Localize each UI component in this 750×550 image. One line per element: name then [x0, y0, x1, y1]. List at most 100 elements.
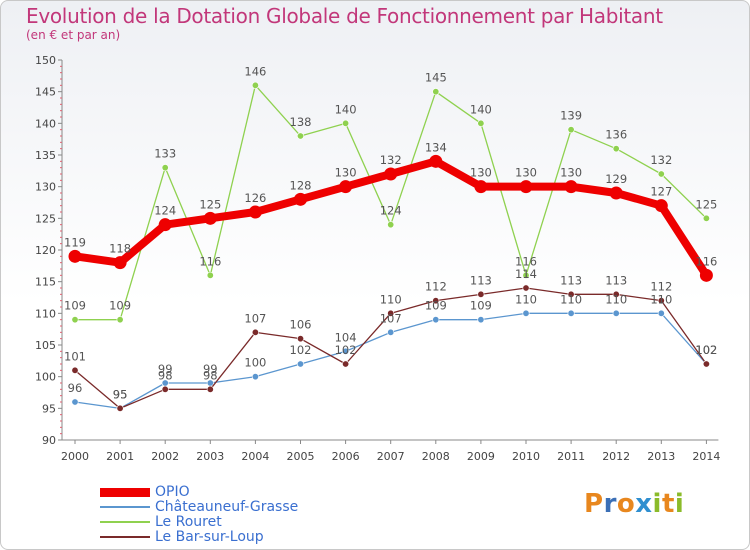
data-point-le-bar-sur-loup — [71, 366, 79, 374]
data-label-opio: 126 — [244, 191, 266, 205]
data-label-opio: 134 — [425, 140, 447, 154]
data-point-le-rouret — [522, 271, 530, 279]
data-label-le-bar-sur-loup: 107 — [244, 311, 266, 325]
data-point-le-rouret — [71, 316, 79, 324]
data-point-le-rouret — [432, 88, 440, 96]
y-tick-label: 145 — [35, 86, 56, 99]
data-label-opio: 125 — [199, 197, 221, 211]
data-point-le-rouret — [251, 81, 259, 89]
data-point-le-bar-sur-loup — [296, 335, 304, 343]
x-tick-label: 2012 — [602, 450, 630, 463]
data-label-le-rouret: 136 — [605, 128, 627, 142]
y-tick-label: 100 — [35, 371, 56, 384]
legend-swatch — [100, 488, 150, 497]
chart-data-labels: 119 118 124 125 126 128 130 132 134 130 130 130 129 1… — [64, 64, 717, 401]
y-tick-label: 95 — [42, 402, 56, 415]
data-point-opio — [609, 186, 623, 200]
data-label-le-rouret: 124 — [380, 204, 402, 218]
data-label-le-bar-sur-loup: 113 — [605, 273, 627, 287]
data-point-chateauneuf-grasse — [387, 328, 395, 336]
data-point-le-bar-sur-loup — [567, 290, 575, 298]
data-label-chateauneuf-grasse: 110 — [515, 292, 537, 306]
data-label-le-bar-sur-loup: 113 — [470, 273, 492, 287]
data-label-opio: 132 — [380, 153, 402, 167]
legend-label: Châteauneuf-Grasse — [155, 499, 299, 515]
y-tick-label: 90 — [42, 434, 56, 447]
y-tick-label: 125 — [35, 212, 56, 225]
data-point-le-rouret — [296, 132, 304, 140]
data-point-opio — [519, 180, 533, 194]
y-tick-label: 150 — [35, 54, 56, 67]
data-label-chateauneuf-grasse: 95 — [113, 387, 128, 401]
data-label-le-rouret: 140 — [335, 102, 357, 116]
data-label-chateauneuf-grasse: 110 — [560, 292, 582, 306]
data-label-opio: 130 — [335, 166, 357, 180]
data-label-chateauneuf-grasse: 100 — [244, 356, 266, 370]
data-label-le-bar-sur-loup: 98 — [158, 368, 173, 382]
data-point-le-bar-sur-loup — [477, 290, 485, 298]
series-line-chateauneuf-grasse — [74, 312, 708, 409]
data-label-opio: 124 — [154, 204, 176, 218]
data-label-opio: 129 — [605, 172, 627, 186]
data-label-le-bar-sur-loup: 102 — [695, 343, 717, 357]
data-point-chateauneuf-grasse — [657, 309, 665, 317]
data-point-opio — [158, 218, 172, 232]
data-point-le-bar-sur-loup — [522, 284, 530, 292]
data-point-le-bar-sur-loup — [612, 290, 620, 298]
data-label-le-rouret: 116 — [515, 254, 537, 268]
y-tick-label: 130 — [35, 181, 56, 194]
data-point-le-bar-sur-loup — [657, 297, 665, 305]
data-label-opio: 130 — [560, 166, 582, 180]
y-tick-label: 105 — [35, 339, 56, 352]
data-point-le-rouret — [567, 126, 575, 134]
y-tick-label: 115 — [35, 276, 56, 289]
data-point-chateauneuf-grasse — [522, 309, 530, 317]
data-point-opio — [203, 211, 217, 225]
data-label-le-rouret: 109 — [64, 299, 86, 313]
data-point-opio — [384, 167, 398, 181]
data-point-opio — [564, 180, 578, 194]
data-point-le-bar-sur-loup — [342, 360, 350, 368]
chart-title: Evolution de la Dotation Globale de Fonc… — [26, 4, 663, 28]
x-tick-label: 2001 — [106, 450, 134, 463]
data-label-le-bar-sur-loup: 95 — [113, 387, 128, 401]
data-point-le-bar-sur-loup — [161, 385, 169, 393]
data-label-le-bar-sur-loup: 101 — [64, 349, 86, 363]
data-label-le-rouret: 133 — [154, 147, 176, 161]
x-tick-label: 2003 — [196, 450, 224, 463]
data-label-chateauneuf-grasse: 96 — [68, 381, 83, 395]
y-tick-label: 135 — [35, 149, 56, 162]
y-tick-label: 120 — [35, 244, 56, 257]
legend-label: OPIO — [155, 484, 190, 500]
data-label-le-bar-sur-loup: 114 — [515, 267, 537, 281]
data-point-le-rouret — [702, 214, 710, 222]
data-label-le-rouret: 132 — [650, 153, 672, 167]
legend-label: Le Bar-sur-Loup — [155, 529, 264, 545]
chart-axes: 90 95 100 105 110 115 120 125 130 135 140 145 150 200… — [35, 54, 720, 463]
legend-swatch — [100, 506, 150, 508]
x-tick-label: 2013 — [647, 450, 675, 463]
data-label-le-bar-sur-loup: 102 — [335, 343, 357, 357]
y-tick-label: 110 — [35, 307, 56, 320]
data-point-le-rouret — [477, 119, 485, 127]
data-label-opio: 119 — [64, 235, 86, 249]
data-point-le-bar-sur-loup — [116, 404, 124, 412]
data-point-chateauneuf-grasse — [296, 360, 304, 368]
x-tick-label: 2011 — [557, 450, 585, 463]
legend-swatch — [100, 536, 150, 538]
data-point-opio — [294, 192, 307, 206]
data-label-chateauneuf-grasse: 109 — [470, 299, 492, 313]
data-label-le-bar-sur-loup: 98 — [203, 368, 218, 382]
data-point-chateauneuf-grasse — [251, 373, 259, 381]
data-label-chateauneuf-grasse: 102 — [695, 343, 717, 357]
legend-label: Le Rouret — [155, 514, 222, 530]
data-point-le-rouret — [612, 145, 620, 153]
data-point-le-rouret — [161, 164, 169, 172]
data-label-le-bar-sur-loup: 106 — [290, 318, 312, 332]
data-label-le-rouret: 125 — [695, 197, 717, 211]
data-label-le-rouret: 116 — [199, 254, 221, 268]
chart-subtitle: (en € et par an) — [26, 28, 121, 42]
data-point-opio — [113, 256, 127, 270]
data-label-chateauneuf-grasse: 99 — [203, 362, 218, 376]
